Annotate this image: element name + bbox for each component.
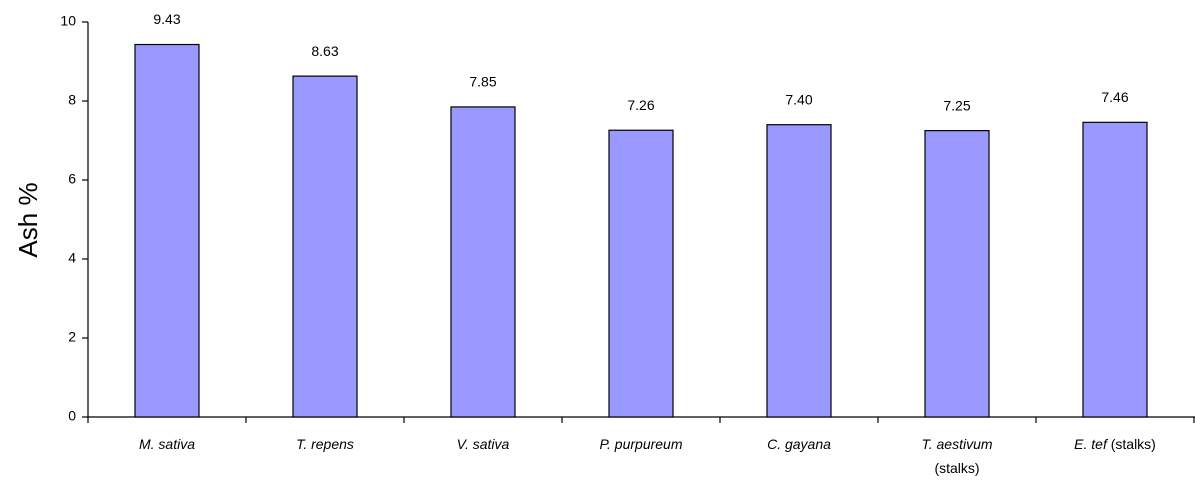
- x-tick-label: M. sativa: [139, 436, 195, 452]
- bar: [292, 75, 358, 418]
- x-tick-label: P. purpureum: [599, 436, 682, 452]
- x-tick-label: E. tef (stalks): [1074, 436, 1156, 452]
- y-tick-label: 6: [68, 171, 76, 187]
- y-axis-label: Ash %: [13, 182, 43, 257]
- y-tick-label: 2: [68, 329, 76, 345]
- data-label: 7.40: [785, 91, 812, 107]
- y-tick-label: 10: [60, 13, 76, 29]
- data-label: 7.85: [469, 74, 496, 90]
- data-label: 8.63: [311, 43, 338, 59]
- x-tick-label: V. sativa: [457, 436, 510, 452]
- bar: [766, 124, 832, 418]
- bar: [450, 106, 516, 418]
- data-label: 9.43: [153, 11, 180, 27]
- bar: [1082, 121, 1148, 418]
- data-label: 7.46: [1101, 89, 1128, 105]
- data-label: 7.25: [943, 97, 970, 113]
- bar: [608, 129, 674, 418]
- y-tick-label: 0: [68, 408, 76, 424]
- x-tick-label: C. gayana: [767, 436, 831, 452]
- x-tick-label: T. repens: [296, 436, 354, 452]
- x-tick-label: T. aestivum (stalks): [921, 436, 992, 476]
- bar: [924, 130, 990, 418]
- y-tick-label: 8: [68, 92, 76, 108]
- y-tick-label: 4: [68, 250, 76, 266]
- data-label: 7.26: [627, 97, 654, 113]
- bar: [134, 43, 200, 418]
